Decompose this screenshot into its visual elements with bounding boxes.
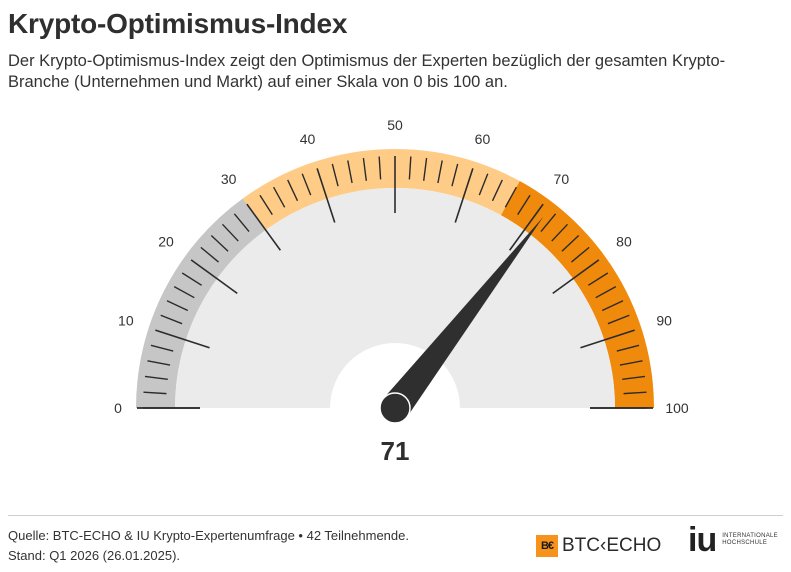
minor-tick — [587, 272, 609, 286]
minor-tick — [491, 179, 503, 202]
minor-tick — [150, 344, 174, 352]
minor-tick — [622, 375, 646, 380]
tick-label: 60 — [475, 131, 491, 147]
minor-tick — [362, 157, 367, 181]
minor-tick — [504, 186, 518, 208]
major-tick — [316, 168, 336, 223]
tick-label: 40 — [300, 131, 316, 147]
tick-label: 10 — [118, 313, 134, 329]
minor-tick — [200, 246, 219, 263]
footer-divider — [8, 515, 783, 516]
minor-tick — [210, 234, 229, 252]
gauge-face — [175, 188, 615, 408]
tick-label: 50 — [387, 117, 403, 133]
gauge-bands — [136, 148, 654, 408]
iu-line-1: INTERNATIONALE — [722, 533, 778, 539]
tick-label: 30 — [221, 171, 237, 187]
minor-tick — [259, 194, 273, 216]
minor-tick — [517, 194, 531, 216]
gauge-needle — [379, 216, 544, 424]
minor-tick — [233, 213, 250, 232]
minor-tick — [331, 163, 339, 187]
minor-tick — [607, 314, 630, 325]
minor-tick — [347, 160, 353, 184]
needle-hub — [379, 392, 411, 424]
btc-echo-wordmark: BTC‹ECHO — [562, 535, 662, 556]
minor-tick — [378, 156, 382, 180]
major-tick — [246, 203, 282, 251]
tick-label: 80 — [616, 234, 632, 250]
minor-tick — [272, 186, 286, 208]
minor-tick — [601, 300, 624, 312]
major-tick — [454, 168, 474, 223]
gauge-ticks — [137, 156, 653, 409]
minor-tick — [437, 160, 443, 184]
minor-tick — [143, 391, 167, 395]
minor-tick — [451, 163, 459, 187]
minor-tick — [540, 213, 557, 232]
gauge-band-2 — [242, 148, 520, 231]
minor-tick — [160, 314, 183, 325]
major-tick — [190, 259, 238, 295]
minor-tick — [561, 234, 580, 252]
tick-label: 70 — [554, 171, 570, 187]
needle-pointer — [383, 216, 544, 418]
minor-tick — [595, 285, 617, 299]
minor-tick — [173, 285, 195, 299]
gauge-chart: 0 10 20 30 40 50 60 70 80 90 100 71 — [114, 117, 689, 466]
gauge-value-label: 71 — [381, 436, 410, 466]
chart-subtitle: Der Krypto-Optimismus-Index zeigt den Op… — [8, 52, 726, 91]
major-tick — [508, 203, 544, 251]
minor-tick — [147, 360, 171, 366]
minor-tick — [408, 156, 412, 180]
minor-tick — [623, 391, 647, 395]
iu-line-2: HOCHSCHULE — [722, 540, 768, 546]
major-tick — [155, 329, 210, 349]
minor-tick — [144, 375, 168, 380]
tick-label: 20 — [158, 234, 174, 250]
major-tick — [552, 259, 600, 295]
date-note: Stand: Q1 2026 (26.01.2025). — [8, 548, 181, 563]
minor-tick — [287, 179, 299, 202]
minor-tick — [619, 360, 643, 366]
footer: Quelle: BTC-ECHO & IU Krypto-Expertenumf… — [8, 526, 409, 566]
minor-tick — [181, 272, 203, 286]
major-tick — [580, 329, 635, 349]
iu-wordmark: INTERNATIONALE HOCHSCHULE — [722, 533, 778, 547]
minor-tick — [166, 300, 189, 312]
tick-label: 0 — [114, 400, 122, 416]
tick-label: 90 — [656, 313, 672, 329]
minor-tick — [423, 157, 428, 181]
btc-echo-mark-icon: B€ — [536, 535, 558, 557]
iu-logo: iu INTERNATIONALE HOCHSCHULE — [688, 522, 778, 558]
gauge-band-3 — [500, 181, 654, 408]
tick-label: 100 — [665, 400, 689, 416]
minor-tick — [301, 173, 312, 196]
gauge-tick-labels: 0 10 20 30 40 50 60 70 80 90 100 — [114, 117, 689, 416]
btc-echo-logo: B€ BTC‹ECHO — [536, 535, 661, 557]
minor-tick — [221, 223, 239, 242]
gauge-band-1 — [136, 198, 266, 408]
chart-title: Krypto-Optimismus-Index — [8, 8, 348, 39]
minor-tick — [551, 223, 569, 242]
minor-tick — [616, 344, 640, 352]
iu-letters: iu — [688, 521, 717, 559]
minor-tick — [571, 246, 590, 263]
minor-tick — [478, 173, 489, 196]
source-note: Quelle: BTC-ECHO & IU Krypto-Expertenumf… — [8, 528, 409, 543]
